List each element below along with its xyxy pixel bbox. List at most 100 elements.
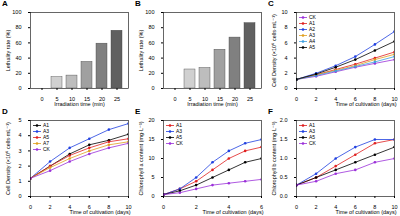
svg-text:60: 60 [148, 40, 154, 46]
svg-text:10: 10 [148, 155, 154, 161]
html-text:A3: A3 [176, 128, 183, 134]
svg-text:Time of cultivation (days): Time of cultivation (days) [336, 101, 397, 107]
svg-text:6: 6 [353, 96, 357, 103]
svg-text:Lethality rate (%): Lethality rate (%) [138, 30, 144, 72]
html-text:A5: A5 [309, 134, 316, 140]
html-text:A1: A1 [43, 122, 50, 128]
html-text:A1: A1 [309, 122, 316, 128]
svg-text:4: 4 [68, 204, 72, 211]
svg-text:20: 20 [98, 96, 106, 103]
html-text:B: B [135, 0, 141, 8]
svg-text:0: 0 [29, 204, 32, 210]
html-text:CK: CK [309, 140, 316, 146]
svg-text:10: 10 [125, 204, 132, 211]
svg-text:15: 15 [148, 136, 154, 142]
html-text:A3: A3 [309, 128, 316, 134]
svg-text:2: 2 [18, 163, 21, 169]
html-text:A4: A4 [309, 38, 316, 44]
svg-text:1.5: 1.5 [280, 136, 288, 142]
html-text:A2: A2 [309, 26, 316, 32]
html-text:C: C [268, 0, 274, 8]
svg-text:8: 8 [373, 96, 377, 103]
html-text:A: A [2, 0, 8, 8]
svg-text:1.0: 1.0 [280, 155, 288, 161]
html-text:A5: A5 [309, 44, 316, 50]
html-text:A3: A3 [43, 128, 50, 134]
svg-text:60: 60 [15, 40, 21, 46]
svg-text:10: 10 [281, 9, 287, 15]
html-text:CK: CK [176, 140, 183, 146]
svg-text:2: 2 [195, 204, 198, 210]
svg-text:20: 20 [15, 70, 21, 76]
svg-text:0: 0 [284, 85, 287, 91]
svg-text:Cell Density (×10⁶ cells·mL⁻¹): Cell Density (×10⁶ cells·mL⁻¹) [5, 122, 11, 195]
svg-text:Time of cultivation (days): Time of cultivation (days) [336, 209, 397, 215]
svg-text:5: 5 [55, 96, 59, 103]
svg-text:Time of cultivation (days): Time of cultivation (days) [70, 209, 131, 215]
svg-text:25: 25 [247, 96, 253, 102]
svg-text:15: 15 [83, 96, 91, 103]
html-text:A5: A5 [43, 134, 50, 140]
svg-text:10: 10 [391, 96, 398, 103]
html-text:A1: A1 [176, 122, 183, 128]
svg-text:80: 80 [15, 24, 21, 30]
svg-text:4: 4 [18, 132, 21, 138]
svg-text:Cell Density (×10⁶ cells·mL⁻¹): Cell Density (×10⁶ cells·mL⁻¹) [271, 14, 277, 87]
svg-text:4: 4 [334, 96, 338, 103]
svg-text:20: 20 [148, 70, 154, 76]
svg-text:0: 0 [151, 193, 154, 199]
svg-text:100: 100 [12, 9, 21, 15]
svg-text:0: 0 [295, 96, 298, 102]
svg-text:20: 20 [231, 96, 239, 103]
svg-text:Lethality rate (%): Lethality rate (%) [5, 30, 11, 72]
svg-text:0.0: 0.0 [280, 193, 288, 199]
svg-text:3: 3 [18, 148, 21, 154]
svg-text:0: 0 [18, 193, 21, 199]
html-text:A1: A1 [309, 20, 316, 26]
svg-text:40: 40 [15, 55, 21, 61]
html-text:E: E [135, 107, 141, 116]
svg-text:0: 0 [40, 96, 43, 102]
svg-text:0: 0 [151, 85, 154, 91]
html-text:A5: A5 [176, 134, 183, 140]
svg-text:5: 5 [151, 174, 154, 180]
html-text:CK: CK [309, 14, 316, 20]
svg-text:20: 20 [148, 117, 154, 123]
svg-text:Chlorophyll a content (mg·L⁻¹): Chlorophyll a content (mg·L⁻¹) [138, 121, 144, 195]
svg-text:10: 10 [201, 96, 209, 103]
svg-text:40: 40 [148, 55, 154, 61]
svg-text:8: 8 [107, 204, 111, 211]
svg-text:Irradiation time (min): Irradiation time (min) [187, 101, 238, 107]
html-text:D: D [2, 107, 8, 116]
svg-text:25: 25 [114, 96, 120, 102]
svg-text:2: 2 [49, 204, 52, 210]
svg-text:10: 10 [391, 204, 398, 211]
svg-text:5: 5 [18, 117, 21, 123]
svg-text:4: 4 [284, 55, 287, 61]
svg-text:100: 100 [145, 9, 154, 15]
svg-text:Chlorophyll b content (mg·L⁻¹): Chlorophyll b content (mg·L⁻¹) [271, 121, 277, 195]
svg-text:5: 5 [188, 96, 192, 103]
svg-text:6: 6 [87, 204, 91, 211]
svg-text:0: 0 [295, 204, 298, 210]
svg-text:2.0: 2.0 [280, 117, 288, 123]
html-text:F: F [268, 107, 273, 116]
svg-text:0: 0 [173, 96, 176, 102]
html-text:A3: A3 [309, 32, 316, 38]
html-text:A7: A7 [43, 140, 50, 146]
svg-text:15: 15 [216, 96, 224, 103]
svg-text:8: 8 [284, 24, 287, 30]
svg-text:1: 1 [18, 178, 21, 184]
html-text:CK: CK [43, 146, 50, 152]
svg-text:0.5: 0.5 [280, 174, 288, 180]
svg-text:0: 0 [18, 85, 21, 91]
svg-text:80: 80 [148, 24, 154, 30]
svg-text:6: 6 [284, 40, 287, 46]
svg-text:10: 10 [68, 96, 76, 103]
svg-text:Irradiation time (min): Irradiation time (min) [54, 101, 105, 107]
svg-text:0: 0 [162, 204, 165, 210]
svg-text:2: 2 [284, 70, 287, 76]
svg-text:Time of cultivation (days): Time of cultivation (days) [203, 209, 264, 215]
svg-text:2: 2 [315, 96, 318, 102]
svg-text:2: 2 [315, 204, 318, 210]
